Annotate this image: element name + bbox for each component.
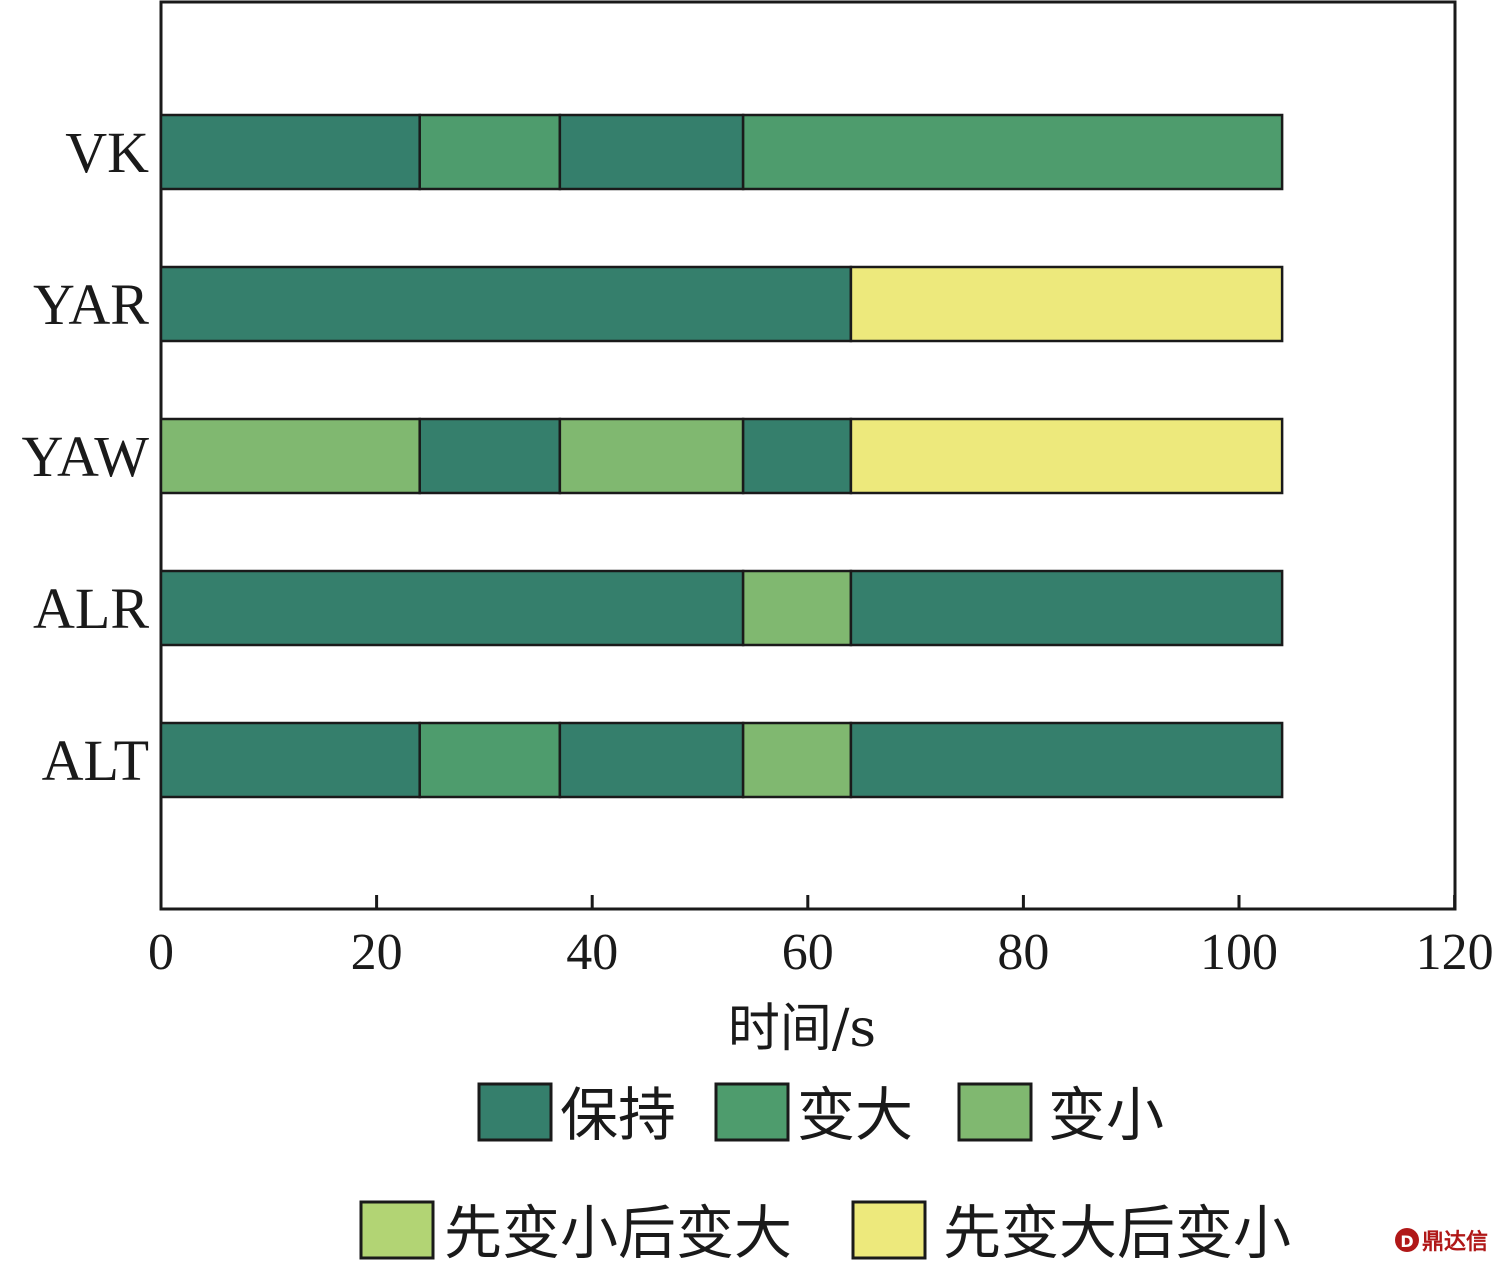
bar-segment bbox=[849, 265, 1284, 343]
watermark-text: 鼎达信 bbox=[1422, 1229, 1488, 1255]
x-axis: 0 20 40 60 80 100 120 bbox=[148, 895, 1494, 981]
bar-segment bbox=[849, 721, 1284, 799]
bar-segment bbox=[159, 569, 745, 647]
x-axis-label: 时间/s bbox=[728, 999, 876, 1059]
legend-label: 保持 bbox=[560, 1081, 676, 1149]
bar-segment bbox=[418, 417, 562, 495]
bar-segment bbox=[741, 417, 853, 495]
y-category-label: ALT bbox=[42, 728, 149, 793]
y-axis: VK YAR YAW ALR ALT bbox=[22, 120, 150, 793]
x-tick-label: 100 bbox=[1200, 924, 1278, 981]
watermark-logo-glyph: D bbox=[1400, 1232, 1413, 1251]
legend-item: 保持 bbox=[477, 1081, 676, 1149]
bars-layer bbox=[159, 113, 1284, 799]
watermark: D 鼎达信 bbox=[1395, 1228, 1488, 1255]
legend-item: 先变大后变小 bbox=[851, 1199, 1291, 1263]
watermark-logo-icon bbox=[1395, 1228, 1419, 1252]
legend-label: 先变小后变大 bbox=[444, 1199, 792, 1263]
legend-item: 变大 bbox=[714, 1081, 913, 1149]
bar-row-yaw bbox=[159, 417, 1284, 495]
bar-segment bbox=[849, 417, 1284, 495]
y-category-label: VK bbox=[65, 120, 149, 185]
legend-item: 变小 bbox=[957, 1081, 1164, 1149]
bar-segment bbox=[558, 417, 745, 495]
legend-swatch bbox=[359, 1200, 435, 1260]
legend-item: 先变小后变大 bbox=[359, 1199, 792, 1263]
legend-swatch bbox=[851, 1200, 927, 1260]
bar-segment bbox=[741, 721, 853, 799]
legend-swatch bbox=[957, 1082, 1033, 1142]
bar-row-alt bbox=[159, 721, 1284, 799]
bar-segment bbox=[159, 417, 421, 495]
legend-swatch bbox=[477, 1082, 553, 1142]
x-tick-label: 20 bbox=[351, 924, 403, 981]
bar-segment bbox=[558, 113, 745, 191]
bar-segment bbox=[849, 569, 1284, 647]
bar-segment bbox=[741, 113, 1284, 191]
x-tick-label: 40 bbox=[566, 924, 618, 981]
x-tick-label: 80 bbox=[997, 924, 1049, 981]
legend-label: 变大 bbox=[797, 1081, 913, 1149]
bar-row-vk bbox=[159, 113, 1284, 191]
y-category-label: YAR bbox=[33, 272, 149, 337]
bar-segment bbox=[418, 113, 562, 191]
legend-swatch bbox=[714, 1082, 790, 1142]
bar-segment bbox=[558, 721, 745, 799]
bar-segment bbox=[418, 721, 562, 799]
x-tick-label: 120 bbox=[1416, 924, 1494, 981]
bar-row-alr bbox=[159, 569, 1284, 647]
bar-segment bbox=[159, 265, 853, 343]
legend-label: 先变大后变小 bbox=[943, 1199, 1291, 1263]
x-tick-label: 0 bbox=[148, 924, 174, 981]
y-category-label: YAW bbox=[22, 424, 150, 489]
bar-segment bbox=[159, 721, 421, 799]
bar-segment bbox=[159, 113, 421, 191]
bar-row-yar bbox=[159, 265, 1284, 343]
y-category-label: ALR bbox=[33, 576, 149, 641]
bar-segment bbox=[741, 569, 853, 647]
legend-label: 变小 bbox=[1048, 1081, 1164, 1149]
x-tick-label: 60 bbox=[782, 924, 834, 981]
